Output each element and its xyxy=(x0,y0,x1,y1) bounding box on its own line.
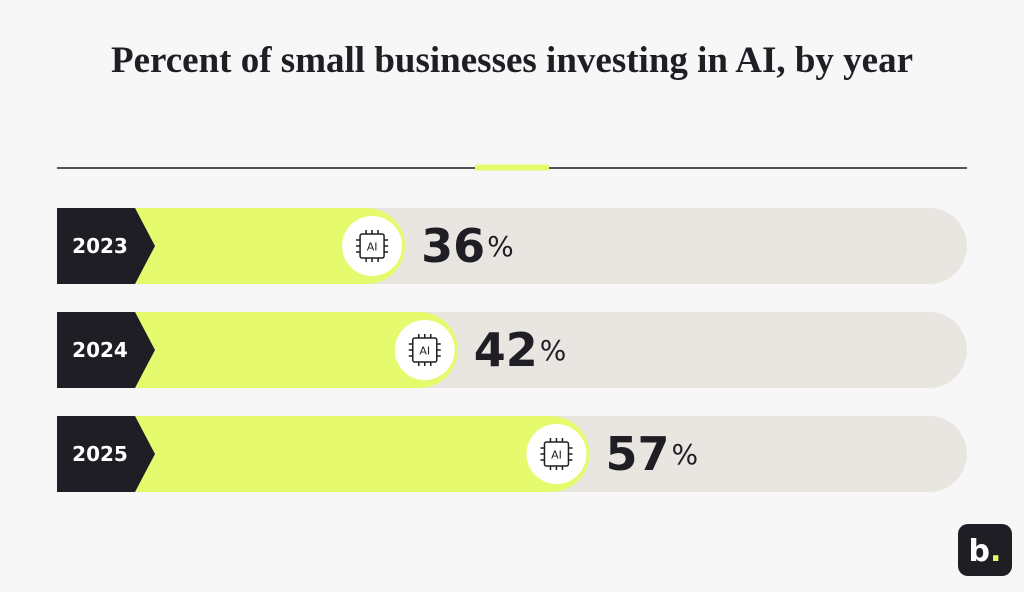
icon-text: AI xyxy=(367,241,378,254)
icon-text: AI xyxy=(419,345,430,358)
logo: b. xyxy=(969,534,1002,569)
divider-accent xyxy=(475,164,549,171)
value-label: 42% xyxy=(474,323,567,377)
icon-text: AI xyxy=(551,449,562,462)
bar xyxy=(57,312,458,388)
icon-circle xyxy=(342,216,403,276)
category-box xyxy=(57,312,155,388)
chart-title: Percent of small businesses investing in… xyxy=(110,40,914,81)
ai-icon: AI xyxy=(356,230,389,262)
ai-icon: AI xyxy=(408,334,441,366)
category-box xyxy=(57,416,155,492)
value-label: 57% xyxy=(605,427,698,481)
category-label: 2023 xyxy=(72,234,128,258)
ai-icon: AI xyxy=(540,438,573,470)
icon-circle xyxy=(526,424,587,484)
icon-circle xyxy=(394,320,455,380)
category-label: 2025 xyxy=(72,442,128,466)
category-box xyxy=(57,208,155,284)
logo-box xyxy=(958,524,1012,576)
category-label: 2024 xyxy=(72,338,128,362)
value-label: 36% xyxy=(421,219,514,273)
bar xyxy=(57,416,590,492)
